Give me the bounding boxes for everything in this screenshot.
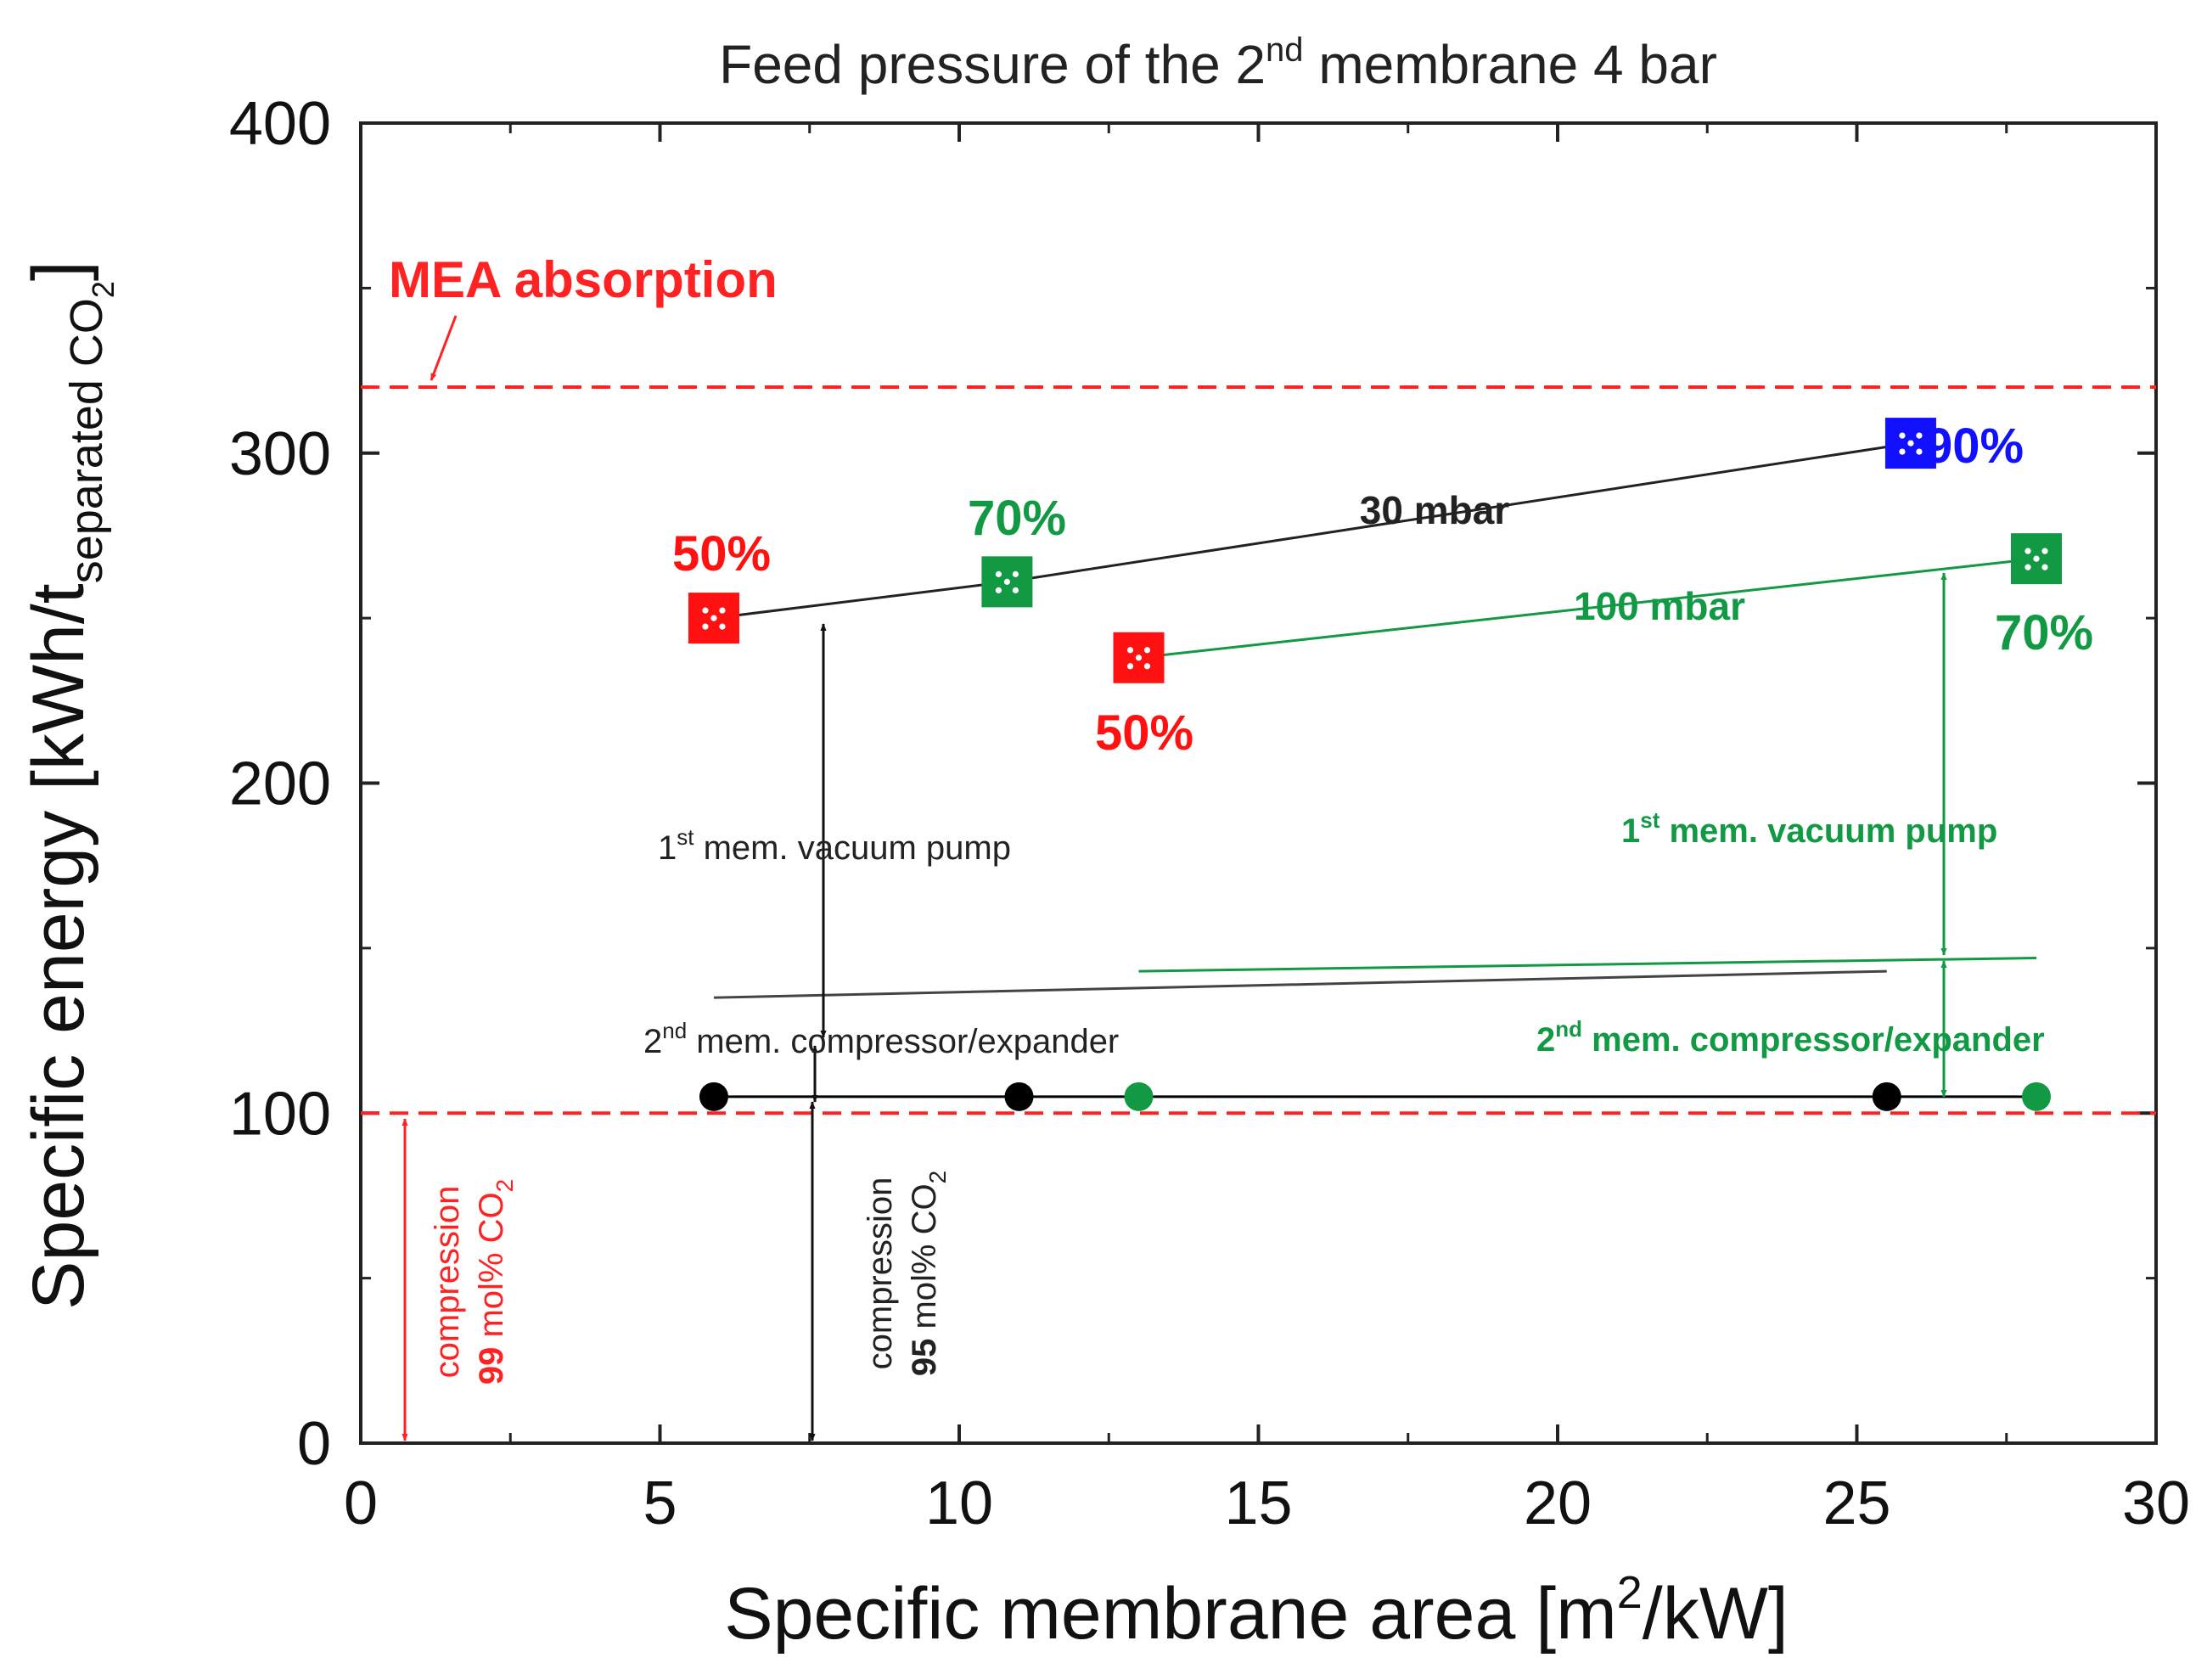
baseline-point-4 xyxy=(2022,1082,2051,1111)
x-axis-label: Specific membrane area [m2/kW] xyxy=(724,1567,1789,1655)
x-tick-label: 25 xyxy=(1822,1469,1890,1537)
marker-dot xyxy=(1899,448,1906,455)
svg-text:compression: compression xyxy=(862,1177,899,1370)
baseline-point-2 xyxy=(1124,1082,1154,1111)
point-label-30mbar-90: 90% xyxy=(1925,419,2024,474)
baseline-point-1 xyxy=(1004,1082,1034,1111)
annotation-vac-green: 1st mem. vacuum pump xyxy=(1621,807,1997,850)
mea-absorption-pointer xyxy=(430,315,458,381)
marker-dot xyxy=(1907,440,1914,447)
marker-dot xyxy=(1135,655,1143,661)
marker-30mbar-1 xyxy=(981,556,1033,608)
marker-dot xyxy=(1126,647,1134,654)
annotation-compression-95: compression 95 mol% CO2 xyxy=(862,1171,951,1376)
marker-dot xyxy=(1126,663,1134,670)
y-axis-label: Specific energy [kWh/tseparated CO2] xyxy=(18,261,121,1310)
y-tick-label: 200 xyxy=(229,750,331,818)
marker-dot xyxy=(1012,570,1019,577)
point-label-100mbar-70: 70% xyxy=(1995,605,2093,660)
marker-dot xyxy=(995,570,1002,577)
series-label-100mbar: 100 mbar xyxy=(1574,584,1745,628)
annotation-vac-black: 1st mem. vacuum pump xyxy=(658,824,1011,867)
annotation-comp-green: 2nd mem. compressor/expander xyxy=(1536,1016,2045,1059)
x-tick-label: 20 xyxy=(1524,1469,1592,1537)
marker-dot xyxy=(719,607,726,614)
y-tick-label: 300 xyxy=(229,420,331,488)
marker-dot xyxy=(719,623,726,630)
svg-text:95 mol% CO2: 95 mol% CO2 xyxy=(906,1171,951,1376)
marker-dot xyxy=(2024,564,2031,570)
y-axis: 0 100 200 300 400 xyxy=(229,90,2156,1478)
marker-dot xyxy=(1899,432,1906,439)
marker-100mbar-0 xyxy=(1113,632,1165,683)
x-tick-label: 0 xyxy=(344,1469,378,1537)
marker-100mbar-1 xyxy=(2011,533,2062,585)
y-tick-label: 100 xyxy=(229,1080,331,1148)
y-tick-label: 0 xyxy=(297,1410,331,1478)
marker-dot xyxy=(2041,564,2048,570)
series-line-compressor-30mbar xyxy=(713,969,1887,999)
marker-dot xyxy=(702,607,709,614)
marker-30mbar-0 xyxy=(688,593,739,644)
series-line-compressor-100mbar xyxy=(1138,957,2037,973)
x-axis: 0 5 10 15 20 25 30 xyxy=(344,123,2190,1537)
mea-absorption-label: MEA absorption xyxy=(389,251,778,308)
series-layer xyxy=(688,418,2062,1111)
chart-title: Feed pressure of the 2nd membrane 4 bar xyxy=(719,31,1717,95)
baseline-point-0 xyxy=(699,1082,728,1111)
marker-dot xyxy=(2033,555,2040,562)
marker-dot xyxy=(1012,587,1019,593)
marker-dot xyxy=(1143,663,1151,670)
marker-dot xyxy=(1916,432,1923,439)
x-tick-label: 15 xyxy=(1224,1469,1292,1537)
annotation-compression-99: compression 99 mol% CO2 xyxy=(429,1179,518,1385)
svg-text:99 mol% CO2: 99 mol% CO2 xyxy=(473,1179,518,1385)
point-label-100mbar-50: 50% xyxy=(1095,705,1193,761)
x-tick-label: 10 xyxy=(925,1469,993,1537)
marker-30mbar-2 xyxy=(1884,418,1936,469)
marker-dot xyxy=(1916,448,1923,455)
x-tick-label: 30 xyxy=(2122,1469,2190,1537)
baseline-point-3 xyxy=(1872,1082,1901,1111)
marker-dot xyxy=(2024,548,2031,554)
x-tick-label: 5 xyxy=(643,1469,677,1537)
marker-dot xyxy=(1003,578,1010,585)
svg-text:compression: compression xyxy=(429,1186,466,1379)
y-tick-label: 400 xyxy=(229,90,331,158)
plot-frame xyxy=(359,121,2158,1445)
series-line-100mbar xyxy=(1138,557,2037,660)
marker-dot xyxy=(702,623,709,630)
marker-dot xyxy=(1143,647,1151,654)
annotation-comp-black: 2nd mem. compressor/expander xyxy=(643,1018,1119,1060)
marker-dot xyxy=(2041,548,2048,554)
point-label-30mbar-70: 70% xyxy=(968,491,1066,546)
point-label-30mbar-50: 50% xyxy=(672,526,771,582)
marker-dot xyxy=(710,615,717,621)
marker-dot xyxy=(995,587,1002,593)
series-label-30mbar: 30 mbar xyxy=(1360,488,1510,532)
